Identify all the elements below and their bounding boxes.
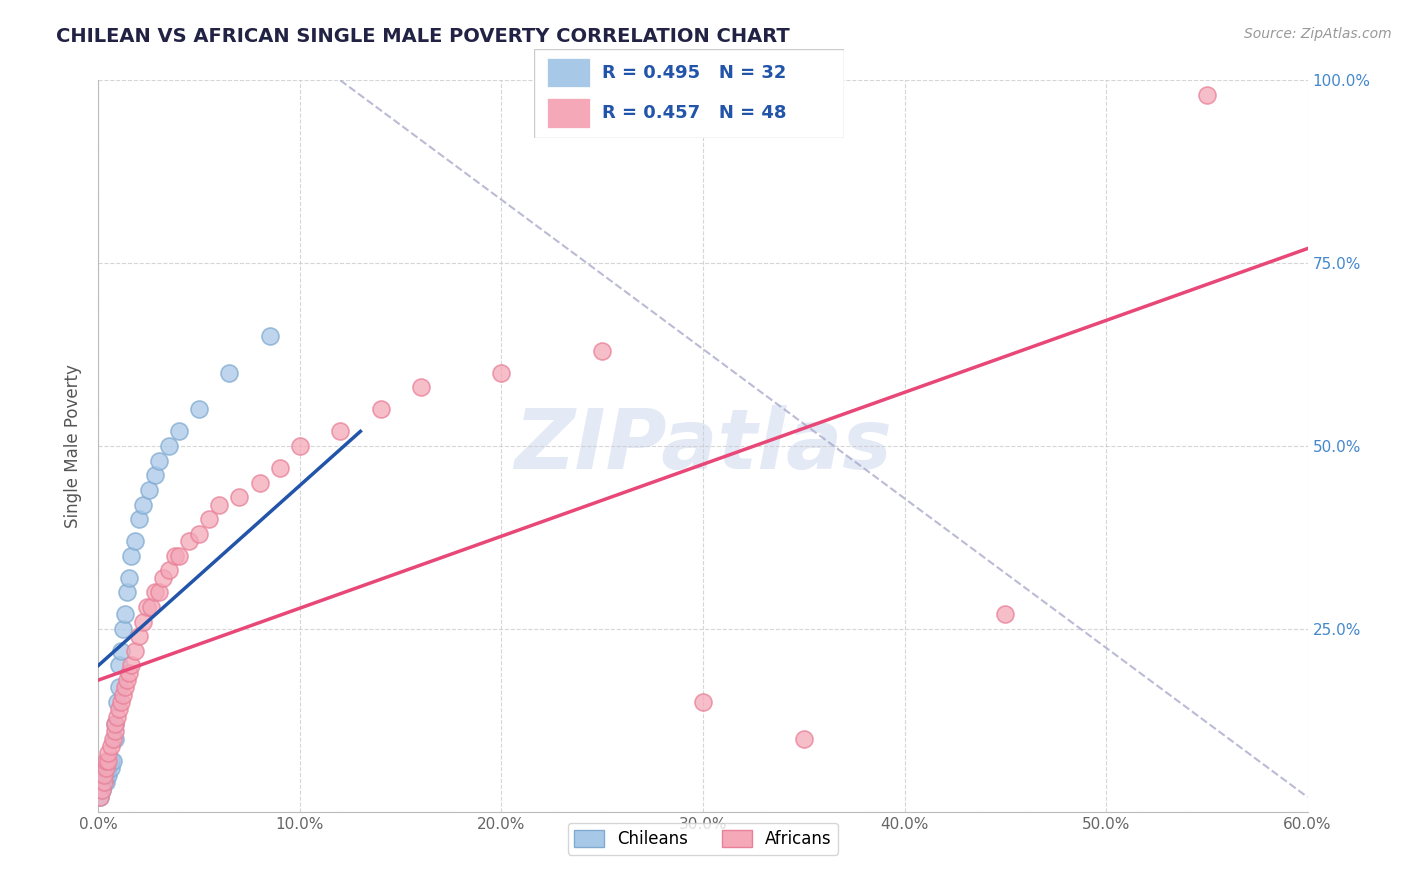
Point bbox=[249, 475, 271, 490]
Point bbox=[114, 607, 136, 622]
Point bbox=[793, 731, 815, 746]
Point bbox=[124, 644, 146, 658]
Point bbox=[111, 622, 134, 636]
Point bbox=[111, 688, 134, 702]
Point bbox=[143, 468, 166, 483]
Point bbox=[167, 425, 190, 439]
Point bbox=[188, 402, 211, 417]
Text: R = 0.457   N = 48: R = 0.457 N = 48 bbox=[602, 103, 787, 122]
Legend: Chileans, Africans: Chileans, Africans bbox=[568, 823, 838, 855]
Text: CHILEAN VS AFRICAN SINGLE MALE POVERTY CORRELATION CHART: CHILEAN VS AFRICAN SINGLE MALE POVERTY C… bbox=[56, 27, 790, 45]
Point bbox=[91, 782, 114, 797]
Point bbox=[110, 644, 132, 658]
Point bbox=[101, 731, 124, 746]
Point bbox=[179, 534, 201, 549]
Point bbox=[110, 695, 132, 709]
Point bbox=[114, 681, 136, 695]
Point bbox=[138, 483, 160, 497]
Point bbox=[100, 739, 122, 753]
Point bbox=[188, 526, 211, 541]
Point bbox=[163, 549, 186, 563]
Point bbox=[157, 439, 180, 453]
Point bbox=[994, 607, 1017, 622]
Point bbox=[692, 695, 714, 709]
Point bbox=[101, 754, 124, 768]
Point bbox=[591, 343, 613, 358]
Point bbox=[97, 746, 120, 760]
Point bbox=[167, 549, 190, 563]
Point bbox=[97, 754, 120, 768]
Y-axis label: Single Male Poverty: Single Male Poverty bbox=[65, 364, 83, 528]
Point bbox=[132, 498, 155, 512]
Point bbox=[208, 498, 231, 512]
Point bbox=[120, 658, 142, 673]
Point bbox=[91, 782, 114, 797]
Point bbox=[96, 768, 118, 782]
Point bbox=[259, 329, 281, 343]
Point bbox=[89, 790, 111, 805]
Point bbox=[103, 731, 125, 746]
Point bbox=[96, 775, 118, 789]
Point bbox=[157, 563, 180, 577]
Point bbox=[105, 709, 128, 723]
Point bbox=[93, 768, 115, 782]
Point bbox=[288, 439, 311, 453]
Point bbox=[96, 754, 118, 768]
Point bbox=[118, 665, 141, 680]
Point bbox=[93, 775, 115, 789]
FancyBboxPatch shape bbox=[534, 49, 844, 138]
Point bbox=[370, 402, 392, 417]
FancyBboxPatch shape bbox=[547, 98, 591, 128]
Point bbox=[118, 571, 141, 585]
Point bbox=[1195, 87, 1218, 102]
Point bbox=[100, 761, 122, 775]
Point bbox=[115, 673, 138, 687]
Point bbox=[124, 534, 146, 549]
Point bbox=[103, 724, 125, 739]
Point bbox=[139, 599, 162, 614]
Point bbox=[143, 585, 166, 599]
Point bbox=[135, 599, 157, 614]
Point bbox=[228, 490, 250, 504]
Point bbox=[152, 571, 174, 585]
Point bbox=[128, 629, 150, 643]
Point bbox=[97, 761, 120, 775]
Point bbox=[107, 681, 129, 695]
Point bbox=[100, 754, 122, 768]
Point bbox=[103, 717, 125, 731]
Text: R = 0.495   N = 32: R = 0.495 N = 32 bbox=[602, 63, 787, 82]
Point bbox=[89, 790, 111, 805]
Point bbox=[103, 717, 125, 731]
Point bbox=[105, 695, 128, 709]
Point bbox=[218, 366, 240, 380]
FancyBboxPatch shape bbox=[547, 58, 591, 87]
Point bbox=[93, 775, 115, 789]
Point bbox=[132, 615, 155, 629]
Point bbox=[107, 702, 129, 716]
Point bbox=[115, 585, 138, 599]
Point bbox=[198, 512, 221, 526]
Text: Source: ZipAtlas.com: Source: ZipAtlas.com bbox=[1244, 27, 1392, 41]
Text: ZIPatlas: ZIPatlas bbox=[515, 406, 891, 486]
Point bbox=[128, 512, 150, 526]
Point bbox=[97, 768, 120, 782]
Point bbox=[329, 425, 352, 439]
Point bbox=[269, 461, 291, 475]
Point bbox=[148, 585, 170, 599]
Point bbox=[409, 380, 432, 394]
Point bbox=[96, 761, 118, 775]
Point bbox=[120, 549, 142, 563]
Point bbox=[491, 366, 513, 380]
Point bbox=[107, 658, 129, 673]
Point bbox=[148, 453, 170, 467]
